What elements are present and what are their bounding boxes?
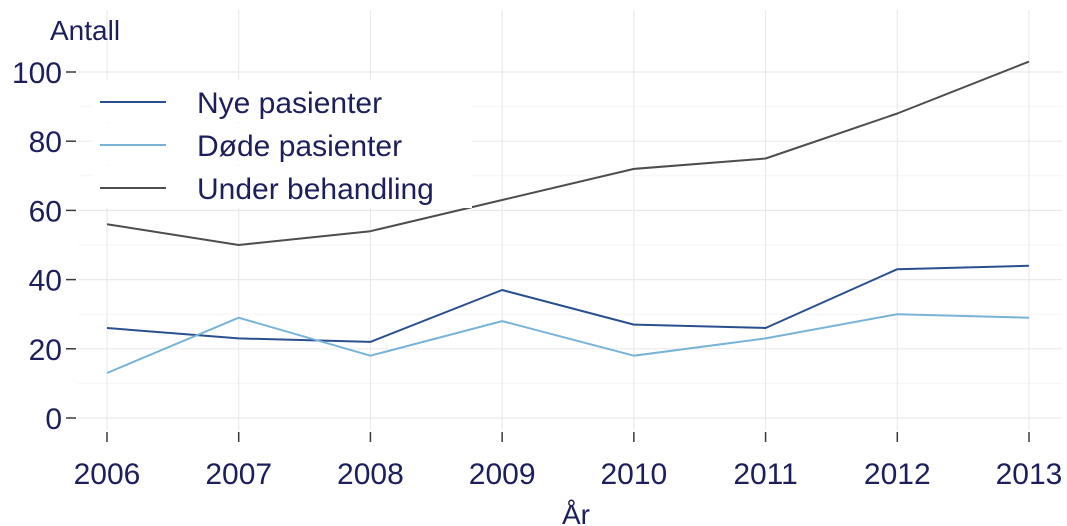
x-tick-label: 2008 (337, 458, 404, 491)
x-tick-label: 2013 (996, 458, 1063, 491)
y-axis-title: Antall (50, 15, 120, 46)
legend-label: Nye pasienter (197, 87, 382, 120)
grid (78, 10, 1062, 430)
legend: Nye pasienter Døde pasienter Under behandl… (92, 80, 472, 208)
x-tick-label: 2007 (205, 458, 272, 491)
x-tick-label: 2009 (469, 458, 536, 491)
x-tick-label: 2011 (733, 458, 798, 491)
x-axis: 2006 2007 2008 2009 2010 2011 2012 2013 (74, 432, 1063, 491)
legend-label: Under behandling (197, 173, 434, 206)
legend-label: Døde pasienter (197, 130, 402, 163)
x-axis-title: År (562, 499, 590, 526)
y-tick-label: 0 (45, 403, 62, 436)
series-lines (106, 60, 1030, 374)
x-tick-label: 2012 (864, 458, 931, 491)
y-tick-label: 20 (29, 334, 62, 367)
y-tick-label: 40 (29, 265, 62, 298)
x-tick-label: 2006 (74, 458, 141, 491)
y-tick-label: 60 (29, 195, 62, 228)
series-line (106, 60, 1030, 246)
y-axis: 0 20 40 60 80 100 (12, 57, 76, 436)
y-tick-label: 100 (12, 57, 62, 90)
y-tick-label: 80 (29, 126, 62, 159)
x-tick-label: 2010 (600, 458, 667, 491)
series-line (106, 313, 1030, 374)
series-line (106, 264, 1030, 343)
